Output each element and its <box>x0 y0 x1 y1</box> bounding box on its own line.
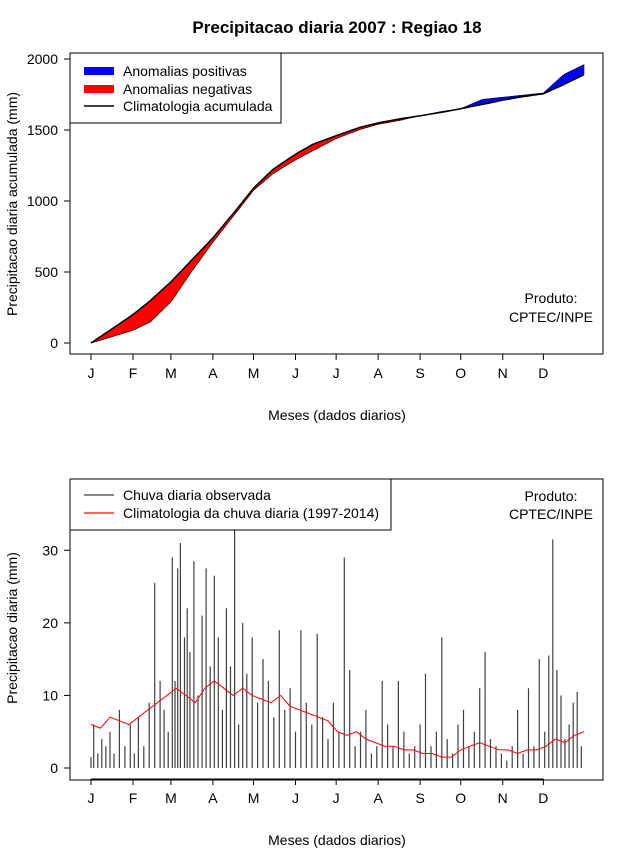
bottom-y-tick-label: 30 <box>42 542 58 558</box>
negative-anomaly-segment <box>153 294 157 320</box>
top-x-tick-label: A <box>373 365 383 381</box>
top-chart: 0 500 1000 1500 2000 J F M A M J J A S O N D Meses (dad… <box>4 51 604 423</box>
legend-label-climatology-cumulative: Climatologia acumulada <box>123 98 273 114</box>
negative-anomaly-segment <box>166 282 170 307</box>
bottom-x-tick-label: F <box>129 790 138 806</box>
top-y-tick-label: 0 <box>50 335 58 351</box>
negative-anomaly-segment <box>136 308 141 329</box>
bottom-y-axis-label: Precipitacao diaria (mm) <box>4 552 20 704</box>
bottom-x-tick-label: D <box>538 790 548 806</box>
bottom-annotation-line-1: Produto: <box>525 488 578 504</box>
bottom-chart: 0 10 20 30 J F M A M J J A S O N D Meses (dados diario… <box>4 478 604 848</box>
top-x-tick-label: M <box>248 365 260 381</box>
bottom-x-axis-label: Meses (dados diarios) <box>268 832 406 848</box>
climatology-cumulative-line <box>90 73 585 344</box>
top-y-tick-label: 2000 <box>27 51 58 67</box>
chart-title: Precipitacao diaria 2007 : Regiao 18 <box>192 18 481 37</box>
negative-anomaly-segment <box>161 287 165 312</box>
bottom-x-tick-label: J <box>333 790 340 806</box>
top-x-tick-label: A <box>208 365 218 381</box>
bottom-y-tick-label: 10 <box>42 687 58 703</box>
bottom-x-tick-label: M <box>165 790 177 806</box>
bottom-x-tick-label: A <box>373 790 383 806</box>
bottom-x-tick-label: N <box>498 790 508 806</box>
bottom-legend: Chuva diaria observada Climatologia da c… <box>69 478 392 531</box>
top-y-axis: 0 500 1000 1500 2000 <box>27 51 71 351</box>
top-x-tick-label: S <box>415 365 424 381</box>
bottom-y-tick-label: 20 <box>42 615 58 631</box>
bottom-x-tick-label: M <box>248 790 260 806</box>
legend-label-observed: Chuva diaria observada <box>123 487 271 503</box>
top-y-tick-label: 1000 <box>27 193 58 209</box>
negative-anomaly-segment <box>150 297 154 323</box>
observed-cumulative-outline <box>90 64 585 344</box>
top-y-tick-label: 500 <box>35 264 59 280</box>
legend-label-daily-climatology: Climatologia da chuva diaria (1997-2014) <box>123 505 379 521</box>
bottom-x-tick-label: J <box>88 790 95 806</box>
bottom-y-tick-label: 0 <box>50 760 58 776</box>
top-legend: Anomalias positivas Anomalias negativas … <box>69 52 282 124</box>
top-y-tick-label: 1500 <box>27 122 58 138</box>
legend-label-positive: Anomalias positivas <box>123 63 247 79</box>
top-x-tick-label: J <box>333 365 340 381</box>
negative-anomaly-segment <box>169 279 173 304</box>
legend-label-negative: Anomalias negativas <box>123 81 252 97</box>
negative-anomaly-segment <box>139 306 143 328</box>
bottom-legend-box <box>69 478 392 531</box>
bottom-annotation-line-2: CPTEC/INPE <box>509 506 593 522</box>
top-y-axis-label: Precipitacao diaria acumulada (mm) <box>4 92 20 316</box>
bottom-x-tick-label: J <box>292 790 299 806</box>
negative-anomaly-segment <box>155 292 159 318</box>
top-annotation-line-2: CPTEC/INPE <box>509 309 593 325</box>
negative-anomaly-segment <box>142 304 146 327</box>
negative-anomaly-segment <box>144 301 149 325</box>
daily-climatology-line <box>90 680 585 758</box>
bottom-y-axis: 0 10 20 30 <box>42 542 71 776</box>
bottom-x-tick-label: A <box>208 790 218 806</box>
top-x-tick-label: O <box>455 365 466 381</box>
top-x-tick-label: J <box>88 365 95 381</box>
top-x-axis-label: Meses (dados diarios) <box>268 407 406 423</box>
top-x-tick-label: F <box>129 365 138 381</box>
top-x-tick-label: D <box>538 365 548 381</box>
top-annotation-line-1: Produto: <box>525 290 578 306</box>
top-x-tick-label: N <box>498 365 508 381</box>
bottom-x-tick-label: S <box>415 790 424 806</box>
bottom-x-tick-label: O <box>455 790 466 806</box>
top-x-tick-label: M <box>165 365 177 381</box>
top-x-tick-label: J <box>292 365 299 381</box>
negative-anomaly-segment <box>163 284 168 310</box>
negative-anomaly-segment <box>147 299 151 324</box>
negative-anomaly-segment <box>158 289 162 315</box>
